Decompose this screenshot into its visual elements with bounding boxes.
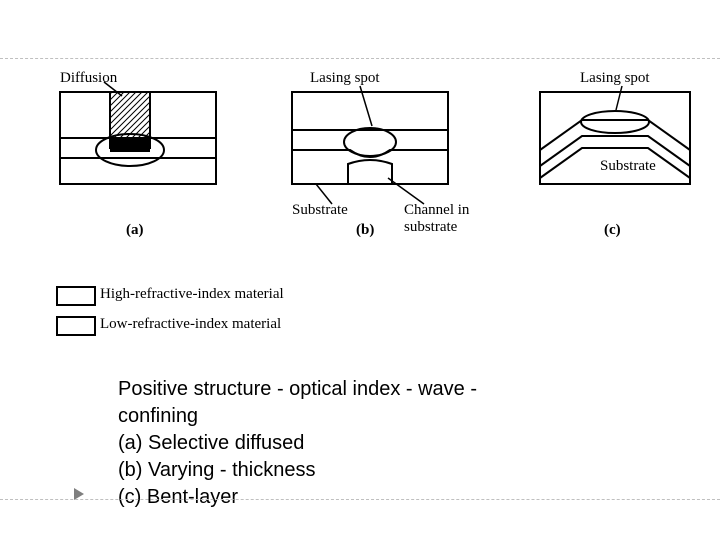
label-lasing-b: Lasing spot (310, 70, 380, 87)
caption-l2: confining (118, 403, 477, 430)
panel-label-c: (c) (604, 222, 621, 239)
panel-label-b: (b) (356, 222, 374, 239)
label-diffusion: Diffusion (60, 70, 117, 87)
legend-text-high: High-refractive-index material (100, 286, 284, 303)
label-channel: Channel in substrate (404, 202, 469, 236)
schematic-svg (0, 0, 720, 260)
panel-a (60, 82, 216, 184)
legend-text-low: Low-refractive-index material (100, 316, 281, 333)
caption-l4: (b) Varying - thickness (118, 457, 477, 484)
legend-box-high (56, 286, 96, 306)
label-substrate-b: Substrate (292, 202, 348, 219)
label-lasing-c: Lasing spot (580, 70, 650, 87)
panel-label-a: (a) (126, 222, 144, 239)
caption-l5: (c) Bent-layer (118, 484, 477, 511)
caption: Positive structure - optical index - wav… (118, 376, 477, 511)
legend-box-low (56, 316, 96, 336)
panel-b (292, 86, 448, 204)
dash-bottom (0, 499, 720, 500)
caption-l1: Positive structure - optical index - wav… (118, 376, 477, 403)
label-substrate-c: Substrate (600, 158, 656, 175)
figure-canvas: Diffusion Lasing spot Substrate Channel … (0, 0, 720, 540)
caption-l3: (a) Selective diffused (118, 430, 477, 457)
